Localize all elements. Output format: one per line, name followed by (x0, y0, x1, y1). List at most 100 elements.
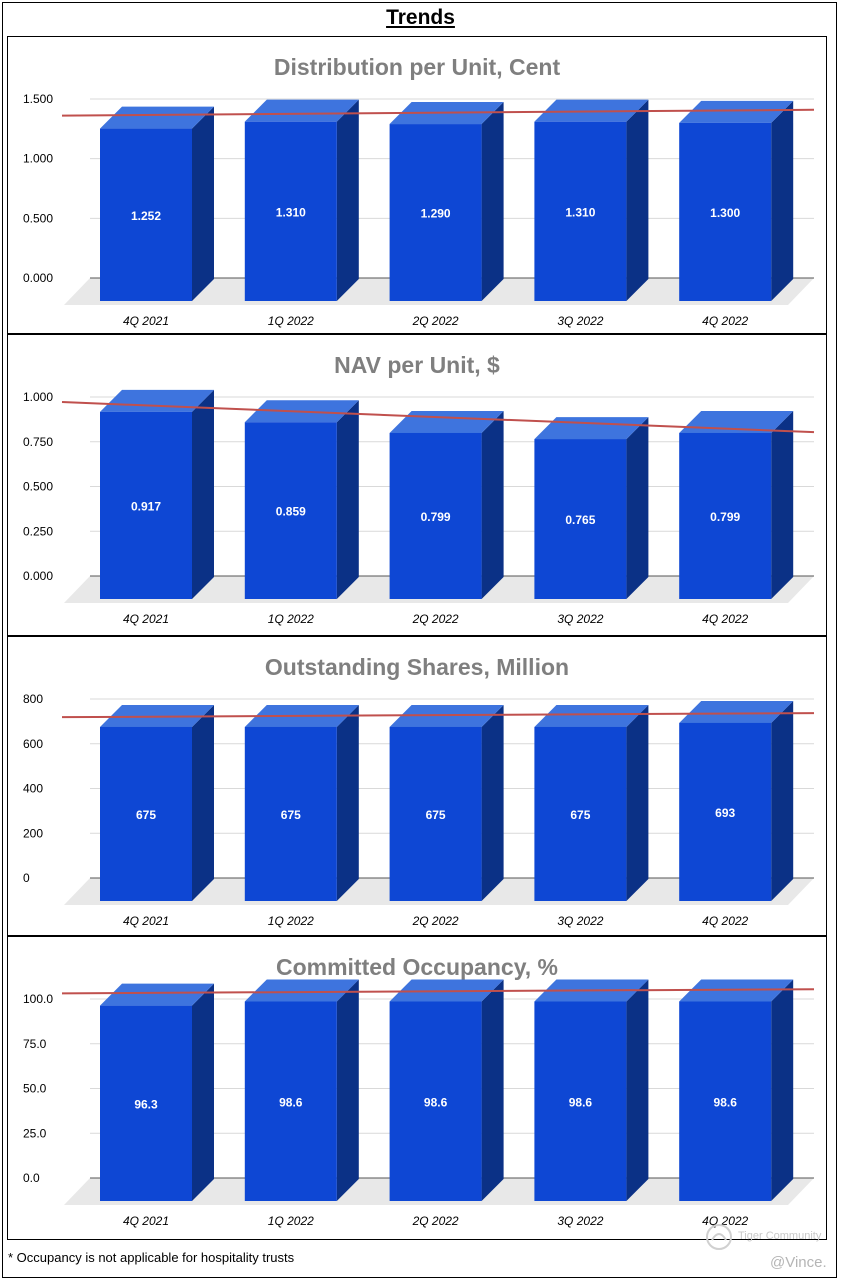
bar-side (481, 704, 504, 901)
bar-value-label: 1.300 (710, 206, 740, 220)
bar-value-label: 675 (426, 808, 446, 822)
bar-top (100, 106, 214, 129)
bar-value-label: 96.3 (134, 1097, 158, 1111)
x-tick-label: 2Q 2022 (412, 1214, 459, 1228)
bar-value-label: 675 (136, 808, 156, 822)
y-tick-label: 1.000 (23, 390, 53, 404)
bar-side (192, 389, 214, 599)
x-tick-label: 4Q 2021 (123, 1214, 169, 1228)
bar-side (626, 704, 649, 901)
y-tick-label: 100.0 (23, 992, 53, 1006)
bar-side (336, 704, 359, 901)
bar-top (100, 983, 214, 1006)
x-tick-label: 1Q 2022 (268, 314, 314, 328)
bar-value-label: 1.290 (421, 207, 451, 221)
y-tick-label: 600 (23, 737, 43, 751)
y-tick-label: 50.0 (23, 1082, 47, 1096)
bar (100, 411, 192, 599)
bar-value-label: 0.799 (710, 510, 740, 524)
bar (534, 1001, 627, 1201)
page-title: Trends (386, 6, 455, 29)
y-tick-label: 0.250 (23, 524, 53, 538)
y-tick-label: 0.000 (23, 569, 53, 583)
y-tick-label: 400 (23, 782, 43, 796)
x-tick-label: 2Q 2022 (412, 314, 459, 328)
y-tick-label: 0.750 (23, 435, 53, 449)
x-tick-label: 4Q 2021 (123, 914, 169, 928)
shares-chart: Outstanding Shares, Million 0 200 400 600 800… (23, 654, 815, 928)
trendline (61, 108, 815, 117)
bar-side (481, 102, 504, 301)
y-tick-label: 800 (23, 692, 43, 706)
chart-title: NAV per Unit, $ (334, 352, 500, 378)
bar-top (534, 704, 649, 727)
bar (534, 726, 627, 901)
x-tick-label: 4Q 2022 (702, 1214, 748, 1228)
trendline (61, 988, 815, 995)
bar-side (192, 106, 214, 301)
chart-panel-occupancy: Committed Occupancy, % 0.0 25.0 50.0 75.0 100… (7, 936, 827, 1240)
y-tick-label: 1.000 (23, 152, 53, 166)
bar-top (244, 979, 359, 1002)
bar-side (771, 410, 794, 599)
bar-top (679, 700, 794, 723)
bar-side (771, 100, 794, 301)
bar (679, 1001, 772, 1201)
bar (100, 726, 192, 901)
bar (389, 124, 482, 301)
chart-title: Outstanding Shares, Million (265, 654, 569, 680)
chart-panel-shares: Outstanding Shares, Million 0 200 400 600 800… (7, 636, 827, 936)
bar-side (336, 99, 359, 301)
y-tick-label: 1.500 (23, 92, 53, 106)
bar-side (626, 417, 649, 599)
trendline (61, 712, 815, 719)
x-tick-label: 4Q 2021 (123, 612, 169, 626)
watermark-user: @Vince. (770, 1254, 827, 1271)
bar-side (771, 979, 794, 1201)
watermark-brand: Tiger Community (738, 1230, 822, 1242)
bar-value-label: 98.6 (424, 1095, 448, 1109)
footnote: * Occupancy is not applicable for hospit… (8, 1250, 295, 1265)
distribution-chart: Distribution per Unit, Cent 0.000 0.500 1.0… (23, 54, 815, 328)
y-tick-label: 25.0 (23, 1126, 47, 1140)
chart-panel-nav: NAV per Unit, $ 0.000 0.250 0.500 0.750 1.000… (7, 334, 827, 636)
nav-chart: NAV per Unit, $ 0.000 0.250 0.500 0.750 1.000… (23, 352, 815, 626)
bar (100, 1005, 192, 1201)
bar-value-label: 98.6 (569, 1095, 593, 1109)
bar-side (481, 979, 504, 1201)
bar-value-label: 98.6 (279, 1095, 303, 1109)
y-tick-label: 0.0 (23, 1171, 40, 1185)
bar-side (481, 410, 504, 599)
bar (679, 722, 772, 901)
bar-value-label: 675 (570, 808, 590, 822)
bar (679, 432, 772, 599)
chart-title: Distribution per Unit, Cent (274, 54, 561, 80)
bar (534, 439, 627, 599)
x-tick-label: 2Q 2022 (412, 612, 459, 626)
x-tick-label: 4Q 2022 (702, 314, 748, 328)
y-tick-label: 0.500 (23, 211, 53, 225)
bar-value-label: 675 (281, 808, 301, 822)
x-tick-label: 3Q 2022 (557, 314, 603, 328)
x-tick-label: 1Q 2022 (268, 914, 314, 928)
y-tick-label: 200 (23, 826, 43, 840)
bar-value-label: 98.6 (714, 1095, 738, 1109)
bar-value-label: 693 (715, 806, 735, 820)
bar-side (626, 99, 649, 301)
bar-value-label: 1.252 (131, 209, 161, 223)
x-tick-label: 2Q 2022 (412, 914, 459, 928)
bar-side (336, 400, 359, 599)
bar (100, 128, 192, 301)
bar-value-label: 0.859 (276, 505, 306, 519)
bar-value-label: 0.765 (565, 513, 595, 527)
x-tick-label: 1Q 2022 (268, 612, 314, 626)
bar-side (192, 983, 214, 1201)
x-tick-label: 4Q 2021 (123, 314, 169, 328)
bar-value-label: 0.799 (421, 510, 451, 524)
bar-top (244, 99, 359, 122)
bar (244, 422, 337, 599)
bar (244, 726, 337, 901)
occupancy-chart: Committed Occupancy, % 0.0 25.0 50.0 75.0 100… (23, 954, 815, 1228)
bar (389, 432, 482, 599)
